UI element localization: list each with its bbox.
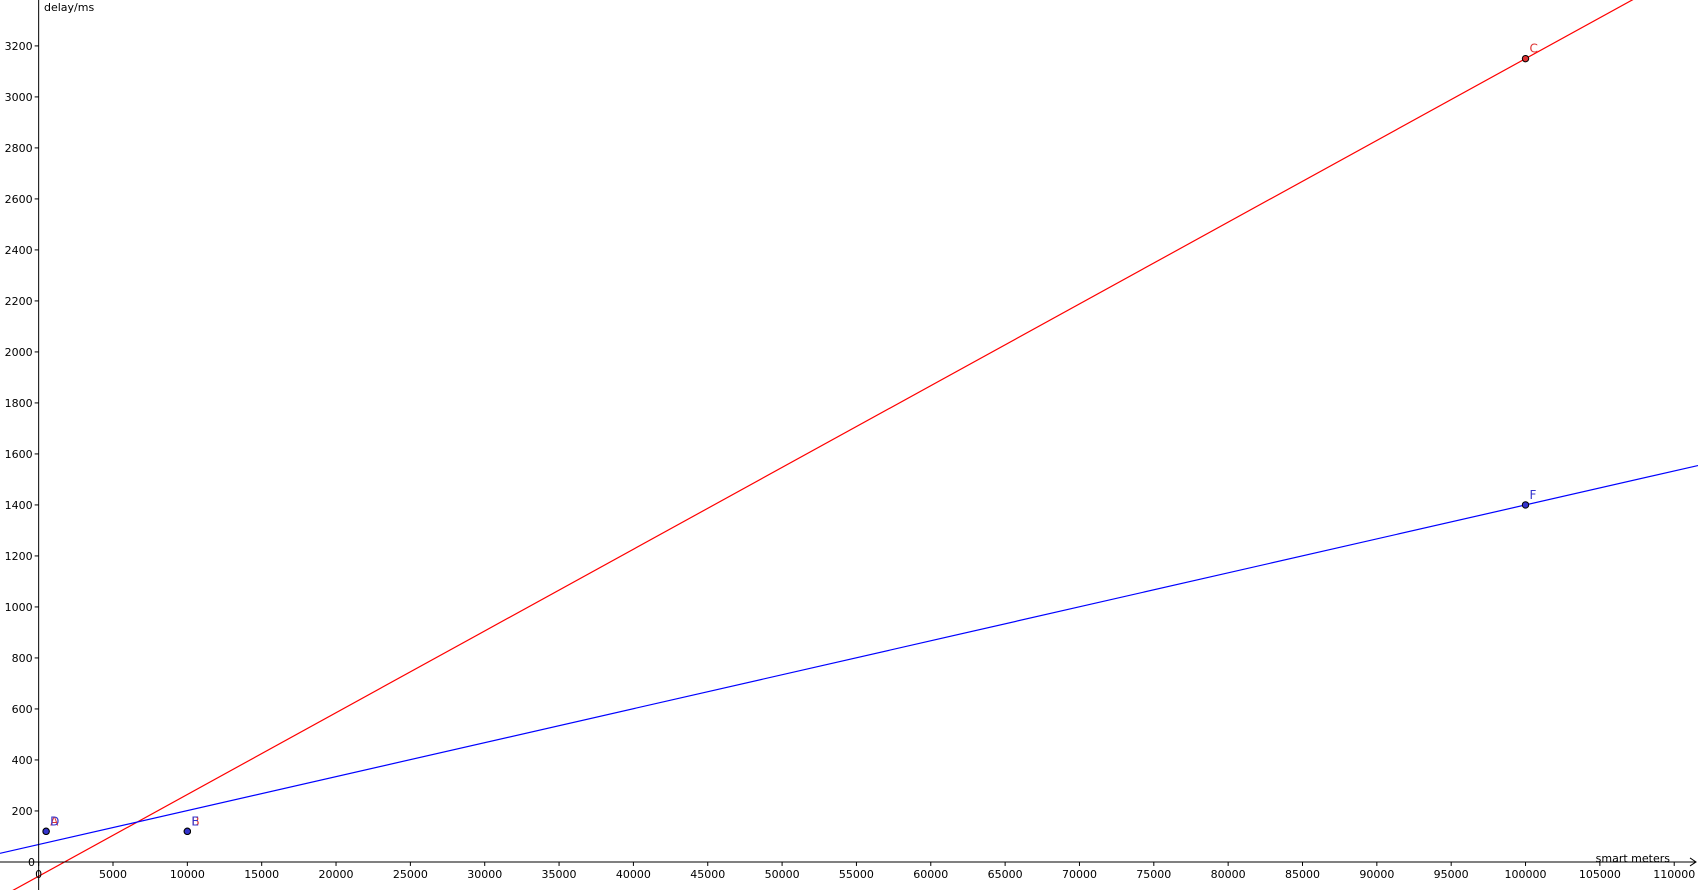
x-tick-label: 5000 bbox=[99, 868, 127, 881]
point-label-b: B bbox=[191, 814, 199, 828]
y-tick-label: 200 bbox=[12, 805, 33, 818]
x-tick-label: 85000 bbox=[1285, 868, 1320, 881]
point-c bbox=[1521, 54, 1530, 63]
x-tick-label: 15000 bbox=[244, 868, 279, 881]
x-tick-label: 25000 bbox=[393, 868, 428, 881]
x-tick-label: 55000 bbox=[839, 868, 874, 881]
x-tick-label: 65000 bbox=[988, 868, 1023, 881]
x-tick-label: 50000 bbox=[765, 868, 800, 881]
y-tick-label: 600 bbox=[12, 703, 33, 716]
data-points: A B C D E F bbox=[42, 42, 1538, 836]
x-tick-label: 105000 bbox=[1579, 868, 1621, 881]
x-tick-label: 110000 bbox=[1653, 868, 1695, 881]
tick-labels: 0 5000 10000 15000 20000 25000 30000 35000 40000… bbox=[5, 40, 1696, 881]
x-tick-label: 95000 bbox=[1434, 868, 1469, 881]
y-tick-label: 2000 bbox=[5, 346, 33, 359]
point-label-e: E bbox=[191, 814, 199, 828]
x-tick-label: 45000 bbox=[690, 868, 725, 881]
x-tick-label: 60000 bbox=[913, 868, 948, 881]
x-tick-label: 0 bbox=[35, 868, 42, 881]
y-tick-label: 400 bbox=[12, 754, 33, 767]
point-label-d: D bbox=[50, 814, 59, 828]
series-line-2 bbox=[0, 464, 1698, 854]
x-tick-label: 40000 bbox=[616, 868, 651, 881]
y-tick-label: 1800 bbox=[5, 397, 33, 410]
x-tick-label: 20000 bbox=[319, 868, 354, 881]
origin-label: 0 bbox=[28, 856, 35, 869]
x-tick-label: 30000 bbox=[467, 868, 502, 881]
y-tick-label: 1400 bbox=[5, 499, 33, 512]
y-tick-label: 3000 bbox=[5, 91, 33, 104]
x-tick-label: 80000 bbox=[1211, 868, 1246, 881]
point-label-a: A bbox=[50, 814, 59, 828]
y-tick-label: 1600 bbox=[5, 448, 33, 461]
point-f bbox=[1521, 501, 1530, 509]
x-tick-label: 100000 bbox=[1505, 868, 1547, 881]
y-tick-label: 2400 bbox=[5, 244, 33, 257]
y-tick-label: 800 bbox=[12, 652, 33, 665]
y-tick-label: 3200 bbox=[5, 40, 33, 53]
y-tick-label: 2200 bbox=[5, 295, 33, 308]
y-tick-label: 2800 bbox=[5, 142, 33, 155]
y-axis-label: delay/ms bbox=[44, 1, 94, 14]
x-tick-label: 10000 bbox=[170, 868, 205, 881]
point-label-f: F bbox=[1530, 488, 1537, 502]
y-tick-label: 2600 bbox=[5, 193, 33, 206]
point-label-c: C bbox=[1530, 42, 1538, 56]
y-tick-label: 1000 bbox=[5, 601, 33, 614]
x-tick-label: 90000 bbox=[1359, 868, 1394, 881]
x-axis-arrow-icon bbox=[1689, 857, 1697, 867]
point-d bbox=[42, 827, 50, 836]
y-tick-label: 1200 bbox=[5, 550, 33, 563]
x-tick-label: 75000 bbox=[1136, 868, 1171, 881]
x-tick-label: 70000 bbox=[1062, 868, 1097, 881]
x-tick-label: 35000 bbox=[542, 868, 577, 881]
point-e bbox=[183, 827, 192, 836]
x-axis-label: smart meters bbox=[1596, 852, 1671, 865]
